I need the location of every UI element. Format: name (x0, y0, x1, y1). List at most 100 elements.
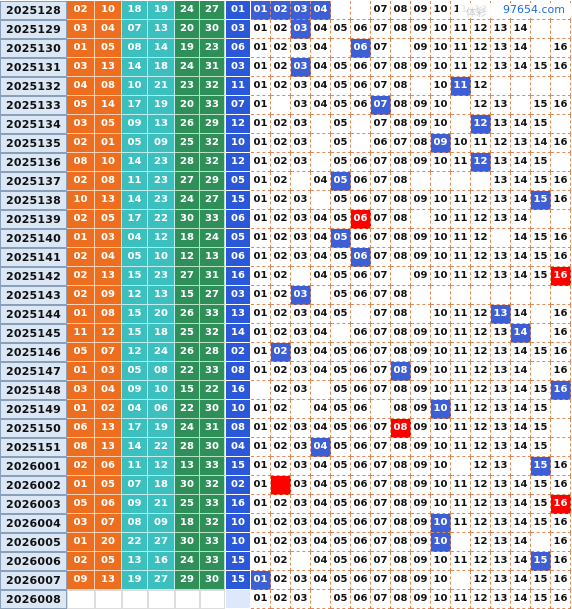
distribution-cell: 03 (291, 514, 311, 533)
blue-ball: 01 (226, 1, 251, 20)
red-ball-4 (148, 590, 175, 609)
red-ball-2: 06 (95, 457, 122, 476)
distribution-cell: 02 (271, 1, 291, 20)
distribution-cell: 03 (291, 153, 311, 172)
distribution-cell: 04 (311, 1, 331, 20)
trend-row: 2026006 02 05 13 16 24 33 15 01 02 04 05 06 07 08 09 10 1… (0, 552, 572, 571)
distribution-cell: 04 (311, 552, 331, 571)
red-ball-1: 02 (67, 210, 95, 229)
distribution-cell: 01 (251, 533, 271, 552)
distribution-cell: 03 (291, 381, 311, 400)
distribution-cell: 05 (331, 514, 351, 533)
distribution-cell (311, 153, 331, 172)
distribution-cell: 04 (311, 457, 331, 476)
red-ball-1: 05 (67, 495, 95, 514)
distribution-cell: 15 (531, 381, 551, 400)
red-ball-5: 24 (175, 191, 200, 210)
red-ball-1: 02 (67, 134, 95, 153)
distribution-cell: 05 (331, 343, 351, 362)
distribution-cell: 15 (531, 191, 551, 210)
distribution-cell: 11 (451, 590, 471, 609)
issue-number: 2026001 (0, 457, 67, 476)
issue-number: 2025149 (0, 400, 67, 419)
distribution-cell: 06 (351, 20, 371, 39)
red-ball-2: 13 (95, 438, 122, 457)
issue-number: 2025137 (0, 172, 67, 191)
red-ball-6: 33 (200, 305, 225, 324)
distribution-cell (471, 172, 491, 191)
red-ball-2: 03 (95, 362, 122, 381)
red-ball-3: 12 (122, 286, 148, 305)
distribution-cell: 09 (411, 495, 431, 514)
red-ball-3: 22 (122, 533, 148, 552)
red-ball-6: 32 (200, 514, 225, 533)
distribution-cell: 05 (331, 552, 351, 571)
distribution-cell: 05 (331, 96, 351, 115)
red-ball-2: 09 (95, 286, 122, 305)
distribution-cell: 06 (351, 324, 371, 343)
red-ball-5: 13 (175, 457, 200, 476)
red-ball-3: 07 (122, 20, 148, 39)
distribution-cell: 15 (531, 476, 551, 495)
distribution-cell: 04 (311, 20, 331, 39)
distribution-cell: 11 (451, 552, 471, 571)
trend-row: 2025141 02 04 05 10 12 13 06 01 02 03 04 05 06 07 08 09 1… (0, 248, 572, 267)
red-ball-1: 01 (67, 305, 95, 324)
issue-number: 2026006 (0, 552, 67, 571)
distribution-cell: 09 (411, 362, 431, 381)
distribution-cell: 01 (251, 590, 271, 609)
distribution-cell: 16 (551, 571, 571, 590)
distribution-cell: 08 (391, 96, 411, 115)
distribution-cell: 06 (351, 191, 371, 210)
red-ball-6: 23 (200, 39, 225, 58)
red-ball-6: 32 (200, 324, 225, 343)
issue-number: 2025146 (0, 343, 67, 362)
distribution-cell: 01 (251, 552, 271, 571)
distribution-cell: 05 (331, 571, 351, 590)
distribution-cell: 02 (271, 457, 291, 476)
distribution-cell (551, 115, 571, 134)
distribution-cell: 14 (511, 552, 531, 571)
distribution-cell: 03 (291, 476, 311, 495)
red-ball-3: 05 (122, 248, 148, 267)
distribution-cell: 02 (271, 305, 291, 324)
distribution-cell: 11 (451, 305, 471, 324)
distribution-cell: 15 (531, 552, 551, 571)
distribution-cell: 05 (331, 153, 351, 172)
trend-row: 2025151 08 13 14 22 28 30 04 01 02 03 04 05 06 07 08 09 1… (0, 438, 572, 457)
red-ball-4: 13 (148, 286, 175, 305)
distribution-cell: 04 (311, 495, 331, 514)
distribution-cell: 03 (291, 115, 311, 134)
distribution-cell: 12 (471, 153, 491, 172)
distribution-cell: 12 (471, 419, 491, 438)
distribution-cell: 13 (491, 20, 511, 39)
blue-ball: 02 (226, 343, 251, 362)
blue-ball: 12 (226, 153, 251, 172)
distribution-cell: 10 (431, 153, 451, 172)
distribution-cell: 02 (271, 495, 291, 514)
distribution-cell: 07 (371, 362, 391, 381)
red-ball-6: 33 (200, 362, 225, 381)
red-ball-3: 05 (122, 362, 148, 381)
distribution-cell (451, 533, 471, 552)
distribution-cell: 09 (411, 248, 431, 267)
distribution-cell: 09 (411, 1, 431, 20)
distribution-cell: 04 (311, 476, 331, 495)
distribution-cell: 11 (451, 362, 471, 381)
distribution-cell: 06 (351, 381, 371, 400)
red-ball-3: 07 (122, 476, 148, 495)
distribution-cell (531, 362, 551, 381)
distribution-cell: 12 (471, 229, 491, 248)
distribution-cell: 09 (411, 153, 431, 172)
distribution-cell (511, 96, 531, 115)
distribution-cell: 09 (411, 419, 431, 438)
distribution-cell: 03 (291, 438, 311, 457)
issue-number: 2025144 (0, 305, 67, 324)
distribution-cell: 07 (371, 381, 391, 400)
issue-number: 2025134 (0, 115, 67, 134)
distribution-cell: 04 (311, 210, 331, 229)
red-ball-1: 05 (67, 96, 95, 115)
distribution-cell: 12 (471, 362, 491, 381)
distribution-cell: 01 (251, 400, 271, 419)
distribution-cell: 11 (451, 419, 471, 438)
